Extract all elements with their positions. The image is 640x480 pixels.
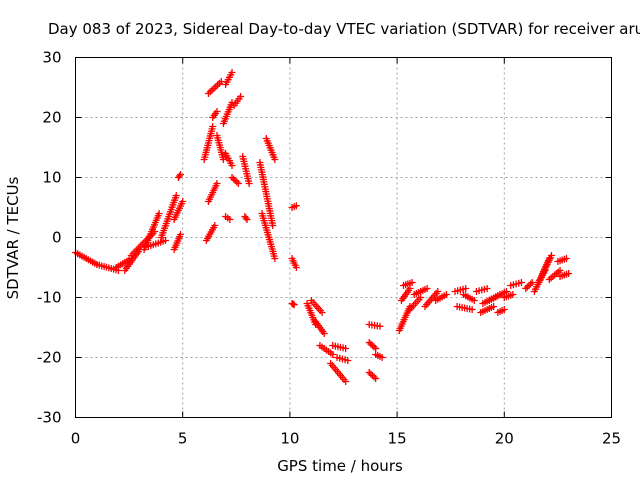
x-axis-label: GPS time / hours	[277, 457, 403, 475]
y-tick-label: -30	[37, 409, 62, 427]
data-point	[213, 108, 221, 115]
data-point	[233, 178, 241, 186]
data-point	[177, 231, 185, 238]
data-point	[242, 214, 250, 222]
data-point	[211, 222, 219, 229]
data-point	[565, 270, 573, 277]
data-point	[378, 354, 386, 361]
data-point	[226, 216, 234, 223]
data-point	[408, 279, 416, 286]
data-point	[271, 156, 279, 163]
data-point	[172, 192, 180, 199]
data-point	[528, 279, 536, 286]
data-point	[209, 123, 217, 130]
data-point	[245, 180, 253, 187]
data-points	[72, 69, 573, 385]
data-point	[368, 372, 376, 379]
data-point	[500, 306, 508, 313]
plot-frame	[75, 57, 612, 418]
data-point	[368, 342, 376, 349]
data-point	[342, 345, 350, 352]
data-point	[230, 175, 238, 183]
data-point	[329, 351, 337, 358]
data-point	[367, 340, 375, 348]
grid	[75, 57, 612, 418]
data-point	[372, 375, 380, 382]
data-point	[290, 301, 298, 309]
data-point	[269, 222, 277, 229]
data-point	[155, 210, 163, 217]
x-tick-label: 5	[178, 430, 188, 448]
y-tick-label: 10	[42, 169, 61, 187]
data-point	[228, 69, 236, 76]
data-point	[175, 172, 183, 180]
data-point	[177, 171, 185, 178]
data-point	[243, 216, 251, 223]
data-point	[179, 198, 187, 205]
data-point	[162, 237, 170, 244]
data-point	[237, 93, 245, 100]
data-point	[372, 345, 380, 352]
data-point	[527, 280, 535, 288]
data-point	[556, 267, 564, 274]
data-point	[523, 283, 531, 291]
x-tick-label: 10	[280, 430, 299, 448]
data-point	[213, 180, 221, 187]
x-tick-label: 20	[495, 430, 514, 448]
data-point	[219, 156, 227, 163]
data-point	[547, 252, 555, 259]
data-point	[376, 322, 384, 330]
data-point	[228, 162, 236, 169]
data-point	[522, 285, 530, 292]
data-point	[367, 370, 375, 378]
data-point	[370, 343, 378, 351]
data-point	[344, 357, 352, 364]
data-point	[468, 306, 476, 313]
axis-ticks: 0 5 10 15 20 25 -30 -20 -10 0 10 20 30	[37, 49, 621, 448]
y-tick-label: 0	[52, 229, 62, 247]
data-point	[365, 339, 373, 346]
data-point	[470, 297, 478, 304]
x-tick-label: 15	[388, 430, 407, 448]
x-tick-label: 25	[602, 430, 621, 448]
data-point	[490, 303, 498, 310]
data-point	[525, 282, 533, 289]
x-tick-label: 0	[71, 430, 81, 448]
data-point	[320, 330, 328, 337]
chart-title: Day 083 of 2023, Sidereal Day-to-day VTE…	[48, 20, 640, 38]
y-tick-label: 30	[42, 49, 61, 67]
data-point	[370, 373, 378, 381]
data-point	[292, 202, 300, 210]
data-point	[271, 255, 279, 262]
data-point	[423, 285, 431, 292]
data-point	[342, 378, 350, 385]
y-tick-label: 20	[42, 109, 61, 127]
data-point	[234, 180, 242, 187]
data-point	[483, 285, 491, 292]
data-point	[228, 174, 236, 181]
data-point	[442, 291, 450, 298]
data-point	[434, 288, 442, 295]
data-point	[509, 291, 517, 298]
y-axis-label: SDTVAR / TECUs	[4, 176, 22, 299]
data-point	[417, 294, 425, 301]
data-point	[562, 255, 570, 262]
data-point	[292, 264, 300, 271]
data-point	[365, 369, 373, 376]
data-point	[462, 285, 470, 292]
data-point	[318, 309, 326, 316]
data-point	[231, 177, 239, 184]
y-tick-label: -10	[37, 289, 62, 307]
data-point	[517, 279, 525, 286]
y-tick-label: -20	[37, 349, 62, 367]
